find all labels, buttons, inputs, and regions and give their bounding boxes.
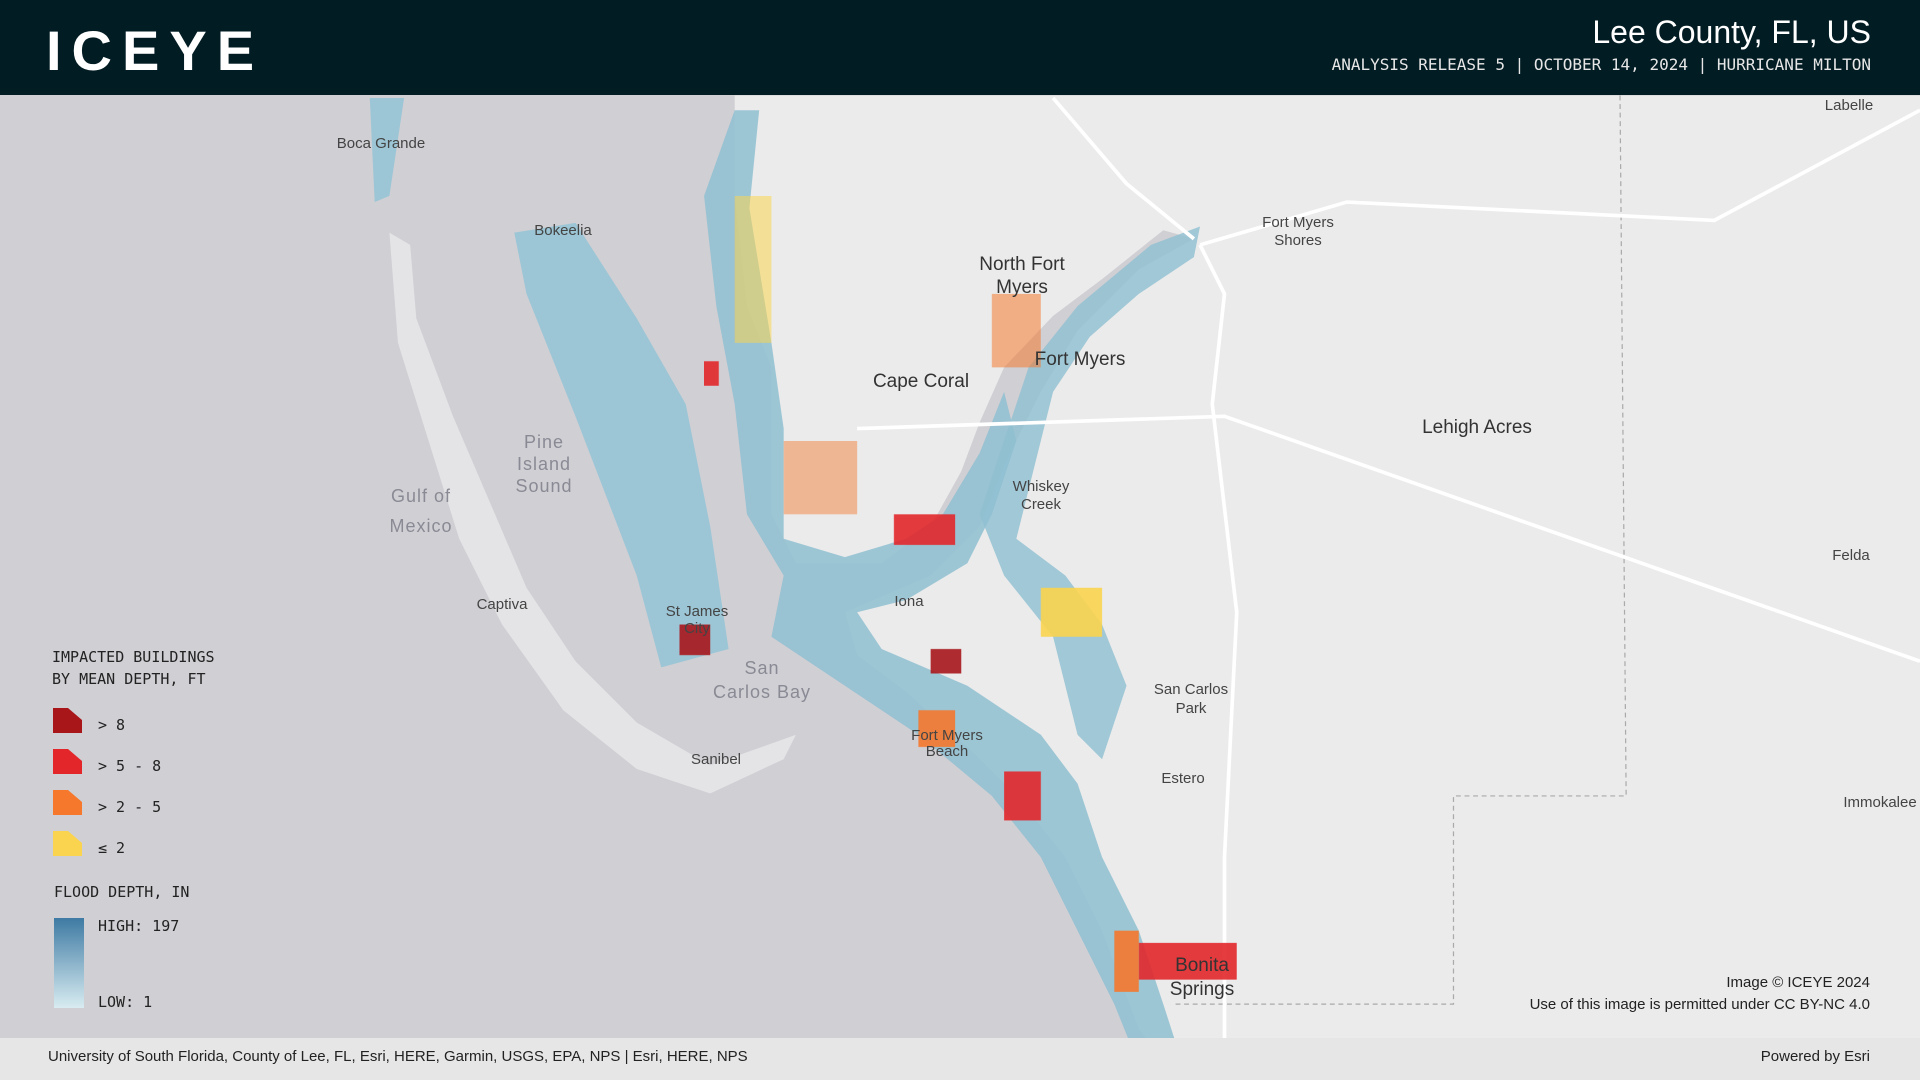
place-label: Gulf of xyxy=(391,486,451,506)
mainland xyxy=(734,95,1920,1080)
place-label: San Carlos xyxy=(1154,681,1228,698)
place-label: Immokalee xyxy=(1843,794,1916,811)
flood-coast xyxy=(704,110,1188,1080)
place-label: City xyxy=(684,620,710,637)
place-label: Boca Grande xyxy=(337,135,425,152)
place-label: Estero xyxy=(1161,770,1204,787)
place-label: Sound xyxy=(515,476,572,496)
county-line xyxy=(1175,95,1627,1005)
title: Lee County, FL, US xyxy=(1592,14,1871,50)
place-label: Springs xyxy=(1170,979,1234,1000)
place-label: Shores xyxy=(1274,232,1322,249)
header-bar xyxy=(0,0,1920,95)
subtitle: ANALYSIS RELEASE 5 | OCTOBER 14, 2024 | … xyxy=(1332,55,1871,74)
place-label: Sanibel xyxy=(691,751,741,768)
footer-bar xyxy=(0,1038,1920,1080)
boca-grande xyxy=(369,97,405,203)
legend-title: IMPACTED BUILDINGS xyxy=(52,648,215,666)
legend-label: > 8 xyxy=(98,716,125,734)
place-label: San xyxy=(744,658,779,678)
sources: University of South Florida, County of L… xyxy=(48,1048,748,1065)
legend-swatch xyxy=(53,708,82,733)
place-label: Lehigh Acres xyxy=(1422,417,1532,438)
place-label: Labelle xyxy=(1825,97,1873,114)
license: Use of this image is permitted under CC … xyxy=(1530,996,1870,1013)
legend-low: LOW: 1 xyxy=(98,993,152,1011)
place-label: Iona xyxy=(894,593,924,610)
place-label: Fort Myers xyxy=(911,727,983,744)
place-label: Captiva xyxy=(477,596,529,613)
place-label: Island xyxy=(517,454,571,474)
place-label: Pine xyxy=(524,432,564,452)
logo: ICEYE xyxy=(46,19,264,82)
legend-label: > 5 - 8 xyxy=(98,757,161,775)
powered-by: Powered by Esri xyxy=(1761,1048,1870,1065)
place-label: North Fort xyxy=(979,254,1065,275)
barrier-islands xyxy=(389,232,796,794)
legend-title: FLOOD DEPTH, IN xyxy=(54,883,189,901)
legend-title: BY MEAN DEPTH, FT xyxy=(52,670,206,688)
place-label: Bokeelia xyxy=(534,222,592,239)
legend-high: HIGH: 197 xyxy=(98,917,179,935)
place-label: Fort Myers xyxy=(1035,349,1126,370)
place-label: Myers xyxy=(996,277,1048,298)
place-label: Park xyxy=(1176,700,1207,717)
legend-swatch xyxy=(53,831,82,856)
place-label: Beach xyxy=(926,743,969,760)
place-label: Carlos Bay xyxy=(713,682,811,702)
copyright: Image © ICEYE 2024 xyxy=(1726,974,1870,991)
place-label: Bonita xyxy=(1175,955,1229,976)
place-label: Mexico xyxy=(389,516,452,536)
pine-island xyxy=(514,222,729,668)
legend-label: ≤ 2 xyxy=(98,839,125,857)
impacted-buildings xyxy=(679,195,1237,992)
legend-swatch xyxy=(53,749,82,774)
place-label: St James xyxy=(666,603,729,620)
map-shapes xyxy=(369,95,1920,1080)
flood-gradient xyxy=(54,918,84,1008)
place-label: Whiskey xyxy=(1013,478,1070,495)
road xyxy=(857,96,1920,1080)
legend-label: > 2 - 5 xyxy=(98,798,161,816)
legend-swatch xyxy=(53,790,82,815)
place-label: Creek xyxy=(1021,496,1062,513)
place-label: Cape Coral xyxy=(873,371,969,392)
place-label: Fort Myers xyxy=(1262,214,1334,231)
place-label: Felda xyxy=(1832,547,1870,564)
